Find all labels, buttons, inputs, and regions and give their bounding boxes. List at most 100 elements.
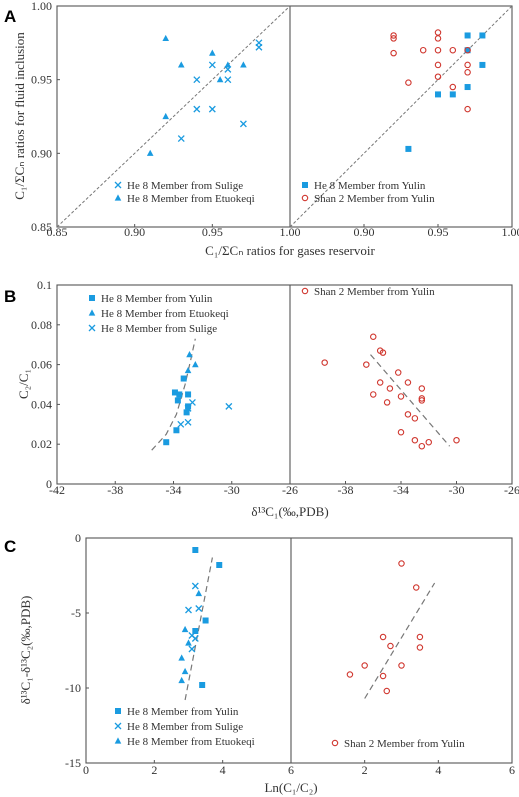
plot-frame xyxy=(85,537,513,764)
y-tick-label: 0 xyxy=(75,531,81,545)
data-point-circle xyxy=(394,369,402,376)
data-point-square xyxy=(202,617,209,624)
legend-marker-circle xyxy=(331,739,339,747)
data-point-triangle xyxy=(162,34,170,42)
data-point-x xyxy=(224,76,232,84)
y-tick-label: -5 xyxy=(71,606,81,620)
data-point-circle xyxy=(449,83,457,91)
data-point-circle xyxy=(390,49,397,57)
data-point-square xyxy=(479,61,486,68)
data-point-x xyxy=(177,135,185,143)
panel-letter: A xyxy=(4,7,16,26)
x-tick-label: -26 xyxy=(282,483,298,497)
x-tick-label: 0.95 xyxy=(202,225,223,239)
data-point-circle xyxy=(425,438,432,446)
x-tick-label: 2 xyxy=(362,763,368,777)
data-point-x xyxy=(239,120,247,128)
legend-marker-circle xyxy=(301,194,309,202)
data-point-circle xyxy=(418,442,426,450)
data-point-circle xyxy=(464,105,471,113)
data-point-triangle xyxy=(192,361,199,368)
data-point-triangle xyxy=(177,61,185,68)
legend-label: He 8 Member from Etuokeqi xyxy=(127,736,255,748)
plot-frame xyxy=(56,5,513,228)
data-point-circle xyxy=(398,662,405,669)
data-point-x xyxy=(191,582,199,590)
x-tick-label: 6 xyxy=(288,763,294,777)
data-point-circle xyxy=(397,393,405,400)
data-point-square xyxy=(405,145,412,152)
data-point-triangle xyxy=(181,625,189,633)
x-tick-label: -38 xyxy=(338,483,354,497)
y-tick-label: 0.95 xyxy=(31,73,52,87)
x-axis-label: δ¹³C₁(‰,PDB) xyxy=(251,504,328,519)
data-point-square xyxy=(216,562,223,568)
data-point-triangle xyxy=(184,366,192,374)
data-point-circle xyxy=(434,73,442,80)
x-tick-label: -34 xyxy=(393,483,409,497)
data-point-circle xyxy=(418,395,426,402)
y-tick-label: 0.02 xyxy=(31,437,52,451)
data-point-square xyxy=(192,547,199,553)
data-point-circle xyxy=(397,429,405,436)
data-point-circle xyxy=(386,385,394,392)
data-point-square xyxy=(435,91,441,98)
x-tick-label: 1.00 xyxy=(502,225,519,239)
legend-label: He 8 Member from Yulin xyxy=(101,293,213,305)
plot-frame xyxy=(56,284,513,485)
y-axis-label: δ¹³C₁-δ¹³C₂(‰,PDB) xyxy=(18,596,33,705)
data-point-triangle xyxy=(162,112,170,120)
data-point-square xyxy=(173,427,180,434)
data-point-x xyxy=(184,404,192,412)
data-point-triangle xyxy=(209,49,216,56)
data-point-circle xyxy=(464,46,471,54)
data-point-x xyxy=(188,398,196,406)
data-point-circle xyxy=(418,397,426,404)
y-tick-label: 0.85 xyxy=(31,220,52,234)
legend-label: He 8 Member from Sulige xyxy=(101,323,217,335)
x-tick-label: 1.00 xyxy=(280,225,301,239)
data-point-square xyxy=(199,682,206,688)
data-point-circle xyxy=(416,644,424,651)
data-point-x xyxy=(208,61,216,69)
data-point-x xyxy=(225,402,233,410)
y-tick-label: 1.00 xyxy=(31,0,52,13)
data-point-circle xyxy=(449,46,457,54)
data-point-circle xyxy=(405,79,412,86)
x-tick-label: 4 xyxy=(435,763,441,777)
data-point-square xyxy=(464,84,471,91)
legend-marker-triangle xyxy=(114,194,122,201)
data-point-x xyxy=(177,420,185,428)
data-point-circle xyxy=(387,642,394,650)
x-tick-label: 4 xyxy=(220,763,226,777)
data-point-circle xyxy=(418,385,426,392)
data-point-circle xyxy=(390,32,397,39)
data-point-circle xyxy=(434,35,442,42)
data-point-circle xyxy=(404,411,412,418)
data-point-triangle xyxy=(186,351,193,358)
x-tick-label: 0.95 xyxy=(428,225,449,239)
x-tick-label: 0.85 xyxy=(47,225,68,239)
legend-label: Shan 2 Member from Yulin xyxy=(314,286,435,298)
legend-label: Shan 2 Member from Yulin xyxy=(344,738,465,750)
x-tick-label: 2 xyxy=(151,763,157,777)
legend-marker-x xyxy=(114,181,122,189)
data-point-circle xyxy=(453,436,460,444)
x-tick-label: -30 xyxy=(449,483,465,497)
x-tick-label: 0 xyxy=(83,763,89,777)
legend-marker-x xyxy=(88,324,96,332)
data-point-circle xyxy=(369,333,377,340)
data-point-square xyxy=(171,389,178,396)
y-tick-label: -10 xyxy=(65,681,81,695)
trend-line xyxy=(184,557,213,701)
data-point-circle xyxy=(434,61,442,69)
legend-label: He 8 Member from Etuokeqi xyxy=(127,193,255,205)
data-point-square xyxy=(185,403,192,410)
data-point-circle xyxy=(419,46,427,54)
data-point-circle xyxy=(379,349,387,356)
panel-letter: C xyxy=(4,537,16,556)
data-point-circle xyxy=(390,35,397,42)
data-point-circle xyxy=(464,69,471,76)
data-point-circle xyxy=(361,662,368,669)
